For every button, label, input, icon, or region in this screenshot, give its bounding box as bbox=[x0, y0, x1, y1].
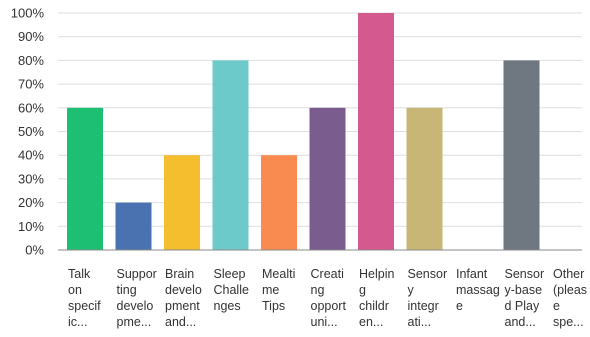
y-tick-label: 40% bbox=[18, 148, 44, 163]
x-category-label: Brain develo pment and... bbox=[165, 267, 202, 329]
x-category-label: Talk on specif ic... bbox=[68, 267, 101, 329]
bar bbox=[406, 107, 443, 250]
y-tick-label: 100% bbox=[11, 6, 45, 21]
y-tick-label: 50% bbox=[18, 124, 44, 139]
x-category-label: Helpin g childr en... bbox=[359, 267, 394, 329]
bar bbox=[212, 60, 249, 251]
x-category-label: Suppor ting develo pme... bbox=[117, 267, 157, 329]
bar bbox=[67, 107, 103, 250]
y-tick-label: 90% bbox=[18, 29, 44, 44]
x-category-label: Sensor y-base d Play and... bbox=[505, 267, 545, 329]
y-tick-label: 30% bbox=[18, 171, 44, 186]
bar bbox=[503, 60, 540, 251]
bar bbox=[164, 155, 200, 250]
y-tick-label: 0% bbox=[25, 243, 44, 258]
y-axis-tick-labels: 0% 10% 20% 30% 40% 50% 60% 70% 80% 90% 100% bbox=[11, 6, 45, 258]
x-category-label: Mealti me Tips bbox=[262, 267, 295, 313]
y-tick-label: 60% bbox=[18, 100, 44, 115]
x-axis-category-labels: Talk on specif ic... Suppor ting develo pme...B… bbox=[68, 267, 587, 329]
x-category-label: Sleep Challe nges bbox=[214, 267, 249, 313]
y-tick-label: 70% bbox=[18, 77, 44, 92]
y-tick-label: 80% bbox=[18, 53, 44, 68]
bar bbox=[261, 155, 297, 250]
x-category-label: Other (pleas e spe... bbox=[553, 267, 587, 329]
y-tick-label: 10% bbox=[18, 219, 44, 234]
y-tick-label: 20% bbox=[18, 195, 44, 210]
x-category-label: Creati ng opport uni... bbox=[311, 267, 347, 329]
bar bbox=[115, 202, 152, 250]
bar bbox=[309, 107, 346, 250]
x-category-label: Infant massag e bbox=[456, 267, 500, 313]
bars bbox=[67, 13, 540, 251]
bar bbox=[358, 13, 394, 250]
x-category-label: Sensor y integr ati... bbox=[408, 267, 448, 329]
